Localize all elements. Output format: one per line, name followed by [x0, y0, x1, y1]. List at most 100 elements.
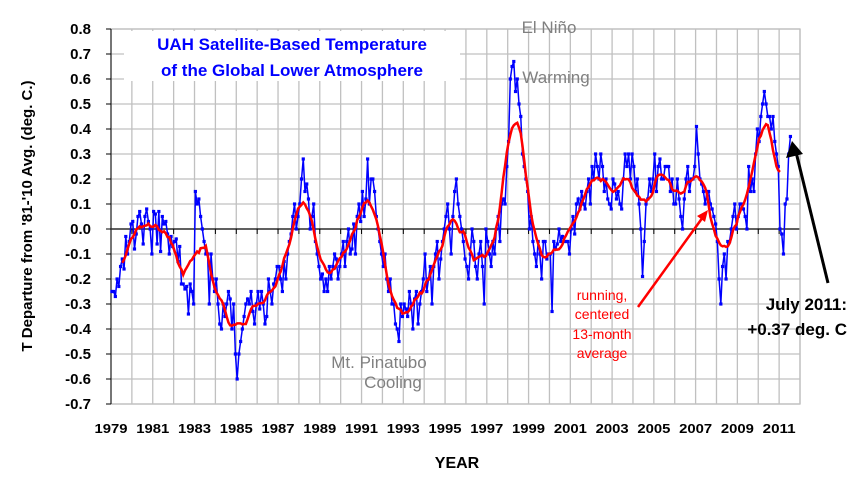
monthly-data-point — [493, 252, 497, 256]
monthly-data-point — [453, 189, 457, 194]
monthly-data-point — [395, 327, 399, 331]
monthly-data-point — [183, 287, 187, 291]
monthly-data-point — [146, 219, 151, 224]
monthly-data-point — [667, 164, 671, 169]
monthly-data-point — [150, 252, 154, 256]
running-avg-arrow — [636, 216, 705, 308]
monthly-data-point — [158, 249, 163, 254]
monthly-data-point — [500, 202, 504, 206]
monthly-data-point — [708, 202, 712, 206]
monthly-data-point — [336, 277, 340, 281]
monthly-data-point — [416, 322, 420, 326]
monthly-data-point — [503, 202, 507, 206]
monthly-data-point — [767, 114, 772, 119]
monthly-data-point — [750, 177, 754, 181]
running-avg-label-line3: 13-month — [572, 326, 631, 342]
monthly-data-point — [602, 189, 606, 194]
monthly-data-point — [430, 302, 434, 306]
monthly-data-point — [569, 227, 573, 231]
x-tick-label: 1987 — [262, 421, 295, 436]
monthly-data-point — [232, 302, 236, 306]
monthly-data-point — [148, 227, 152, 231]
monthly-data-point — [625, 164, 629, 169]
monthly-data-point — [710, 207, 714, 211]
monthly-data-point — [484, 227, 488, 231]
x-tick-label: 2007 — [679, 421, 712, 436]
y-tick-label: -0.4 — [65, 321, 92, 338]
monthly-data-point — [444, 214, 448, 219]
monthly-data-point — [468, 252, 472, 256]
monthly-data-point — [512, 59, 516, 64]
monthly-data-point — [341, 239, 345, 244]
monthly-data-point — [305, 182, 309, 186]
monthly-data-point — [743, 214, 747, 219]
monthly-data-point — [731, 214, 735, 219]
monthly-data-point — [124, 234, 128, 239]
monthly-data-point — [774, 152, 779, 156]
monthly-data-point — [343, 264, 347, 269]
monthly-data-point — [214, 277, 218, 281]
x-tick-label: 1997 — [470, 421, 503, 436]
monthly-data-point — [190, 289, 194, 294]
monthly-data-point — [275, 264, 279, 269]
monthly-data-point — [762, 89, 766, 94]
monthly-data-point — [540, 277, 544, 281]
monthly-data-point — [552, 239, 556, 244]
monthly-data-point — [252, 322, 257, 326]
chart-title-line2: of the Global Lower Atmosphere — [161, 61, 423, 80]
monthly-data-point — [661, 177, 666, 181]
monthly-data-point — [647, 177, 652, 181]
monthly-data-point — [428, 264, 432, 269]
monthly-data-point — [179, 282, 184, 286]
monthly-data-point — [456, 202, 460, 206]
monthly-data-point — [627, 152, 631, 156]
y-tick-label: 0.8 — [70, 21, 91, 38]
monthly-data-point — [118, 264, 123, 269]
monthly-data-point — [439, 257, 443, 261]
monthly-data-point — [734, 227, 739, 231]
monthly-data-point — [573, 232, 577, 236]
monthly-data-point — [653, 152, 657, 156]
monthly-data-point — [251, 309, 255, 314]
monthly-data-point — [477, 252, 481, 256]
monthly-data-point — [199, 214, 203, 219]
monthly-data-point — [465, 264, 469, 269]
monthly-data-point — [352, 222, 356, 226]
monthly-data-point — [700, 182, 704, 186]
monthly-data-point — [303, 189, 307, 194]
x-tick-label: 1995 — [429, 421, 462, 436]
monthly-data-point — [244, 302, 248, 306]
monthly-data-point — [364, 197, 368, 201]
monthly-data-point — [680, 227, 685, 231]
monthly-data-point — [334, 257, 338, 261]
monthly-data-point — [332, 252, 337, 256]
monthly-data-point — [277, 264, 281, 269]
y-tick-label: 0.4 — [70, 121, 92, 138]
monthly-data-point — [172, 239, 177, 244]
x-tick-label: 1999 — [512, 421, 545, 436]
monthly-data-point — [663, 164, 667, 169]
x-tick-label: 1985 — [220, 421, 253, 436]
monthly-data-point — [292, 202, 297, 206]
monthly-data-point — [266, 277, 271, 281]
x-tick-label: 2003 — [596, 421, 629, 436]
monthly-data-point — [399, 302, 403, 306]
monthly-data-point — [160, 214, 164, 219]
monthly-data-point — [590, 164, 594, 169]
monthly-data-point — [760, 102, 765, 106]
monthly-data-point — [357, 202, 361, 206]
monthly-data-point — [402, 302, 406, 306]
monthly-data-point — [240, 327, 244, 331]
monthly-data-point — [195, 202, 199, 206]
monthly-data-point — [714, 222, 718, 226]
monthly-data-point — [379, 252, 384, 256]
monthly-data-point — [635, 177, 639, 181]
monthly-data-point — [595, 164, 599, 169]
monthly-data-point — [225, 302, 229, 306]
monthly-data-point — [677, 197, 681, 201]
monthly-data-point — [435, 239, 439, 244]
monthly-data-point — [580, 189, 584, 194]
monthly-data-point — [219, 327, 224, 331]
monthly-data-point — [639, 227, 643, 231]
monthly-data-point — [733, 202, 737, 206]
